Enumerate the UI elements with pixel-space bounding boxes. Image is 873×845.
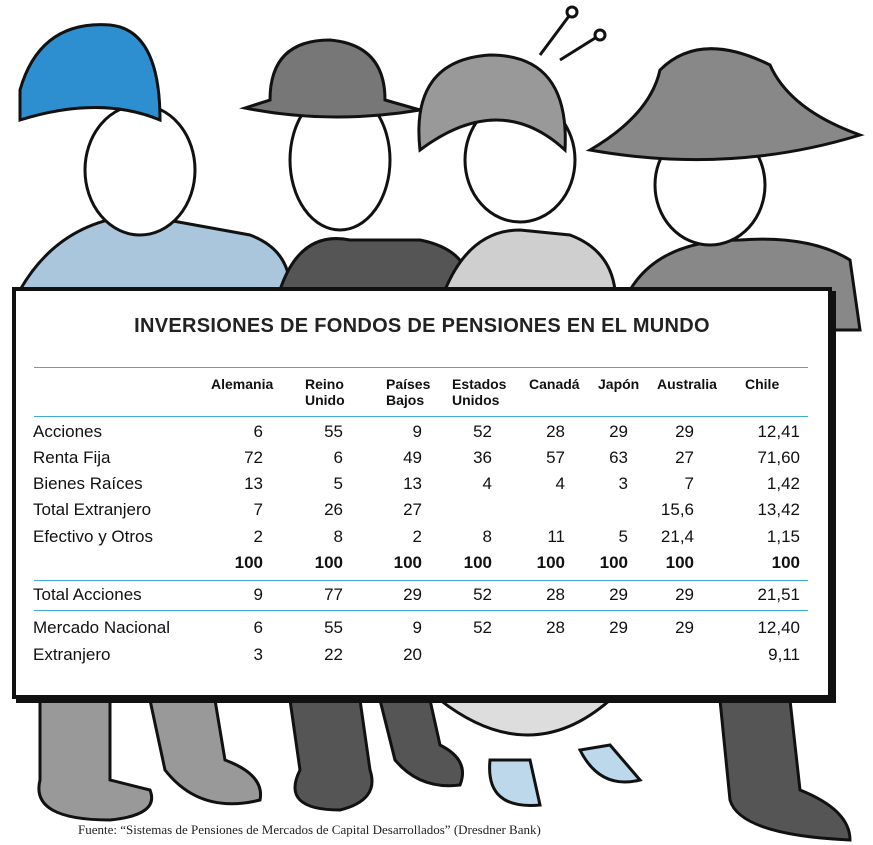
table-card: INVERSIONES DE FONDOS DE PENSIONES EN EL… xyxy=(12,287,832,699)
table-cell: 29 xyxy=(624,618,694,638)
table-cell: 2 xyxy=(352,527,422,547)
table-cell: 6 xyxy=(273,448,343,468)
table-cell: 49 xyxy=(352,448,422,468)
table-cell: 12,40 xyxy=(730,618,800,638)
row-label: Efectivo y Otros xyxy=(33,527,153,547)
total-cell: 100 xyxy=(352,553,422,573)
table-cell: 13 xyxy=(193,474,263,494)
table-cell: 29 xyxy=(558,422,628,442)
total-cell: 100 xyxy=(422,553,492,573)
table-cell: 5 xyxy=(273,474,343,494)
row-label: Renta Fija xyxy=(33,448,110,468)
table-cell: 5 xyxy=(558,527,628,547)
table-cell: 20 xyxy=(352,645,422,665)
table-cell: 6 xyxy=(193,422,263,442)
total-cell: 100 xyxy=(495,553,565,573)
table-cell: 13,42 xyxy=(730,500,800,520)
column-header: Australia xyxy=(657,376,732,392)
table-cell: 63 xyxy=(558,448,628,468)
row-label: Total Acciones xyxy=(33,585,142,605)
column-header: Canadá xyxy=(529,376,594,392)
table-cell: 52 xyxy=(422,618,492,638)
table-cell: 7 xyxy=(624,474,694,494)
row-label: Bienes Raíces xyxy=(33,474,143,494)
table-cell: 13 xyxy=(352,474,422,494)
table-cell: 4 xyxy=(495,474,565,494)
total-cell: 100 xyxy=(273,553,343,573)
column-header: Chile xyxy=(745,376,795,392)
table-cell: 29 xyxy=(558,585,628,605)
total-cell: 100 xyxy=(193,553,263,573)
table-cell: 8 xyxy=(273,527,343,547)
table-cell: 27 xyxy=(352,500,422,520)
column-header: Estados Unidos xyxy=(452,376,517,408)
table-cell: 52 xyxy=(422,422,492,442)
source-note: Fuente: “Sistemas de Pensiones de Mercad… xyxy=(78,822,541,838)
table-cell: 77 xyxy=(273,585,343,605)
table-cell: 52 xyxy=(422,585,492,605)
table-cell: 4 xyxy=(422,474,492,494)
table-cell: 7 xyxy=(193,500,263,520)
separator-line xyxy=(34,367,808,368)
row-label: Acciones xyxy=(33,422,102,442)
total-cell: 100 xyxy=(730,553,800,573)
table-cell: 28 xyxy=(495,618,565,638)
table-cell: 29 xyxy=(624,585,694,605)
table-cell: 11 xyxy=(495,527,565,547)
separator-line xyxy=(34,610,808,611)
table-cell: 28 xyxy=(495,585,565,605)
table-title: INVERSIONES DE FONDOS DE PENSIONES EN EL… xyxy=(16,315,828,338)
table-cell: 29 xyxy=(558,618,628,638)
row-label: Mercado Nacional xyxy=(33,618,170,638)
total-cell: 100 xyxy=(624,553,694,573)
table-cell: 71,60 xyxy=(730,448,800,468)
row-label: Extranjero xyxy=(33,645,110,665)
table-cell: 72 xyxy=(193,448,263,468)
table-cell: 1,42 xyxy=(730,474,800,494)
row-label: Total Extranjero xyxy=(33,500,151,520)
table-cell: 3 xyxy=(193,645,263,665)
table-cell: 21,4 xyxy=(624,527,694,547)
separator-line xyxy=(34,416,808,417)
table-cell: 15,6 xyxy=(624,500,694,520)
separator-line xyxy=(34,580,808,581)
table-cell: 3 xyxy=(558,474,628,494)
table-cell: 1,15 xyxy=(730,527,800,547)
table-cell: 36 xyxy=(422,448,492,468)
table-cell: 57 xyxy=(495,448,565,468)
table-cell: 29 xyxy=(624,422,694,442)
page: INVERSIONES DE FONDOS DE PENSIONES EN EL… xyxy=(0,0,873,845)
table-cell: 21,51 xyxy=(730,585,800,605)
table-cell: 9,11 xyxy=(730,645,800,665)
table-cell: 22 xyxy=(273,645,343,665)
table-cell: 55 xyxy=(273,618,343,638)
table-cell: 28 xyxy=(495,422,565,442)
total-cell: 100 xyxy=(558,553,628,573)
table-cell: 2 xyxy=(193,527,263,547)
table-cell: 55 xyxy=(273,422,343,442)
table-cell: 6 xyxy=(193,618,263,638)
table-cell: 9 xyxy=(193,585,263,605)
column-header: Japón xyxy=(598,376,648,392)
table-cell: 26 xyxy=(273,500,343,520)
table-cell: 27 xyxy=(624,448,694,468)
table-cell: 9 xyxy=(352,618,422,638)
column-header: Reino Unido xyxy=(305,376,355,408)
table-cell: 8 xyxy=(422,527,492,547)
table-cell: 12,41 xyxy=(730,422,800,442)
table-cell: 9 xyxy=(352,422,422,442)
column-header: Alemania xyxy=(211,376,291,392)
column-header: Países Bajos xyxy=(386,376,436,408)
table-cell: 29 xyxy=(352,585,422,605)
